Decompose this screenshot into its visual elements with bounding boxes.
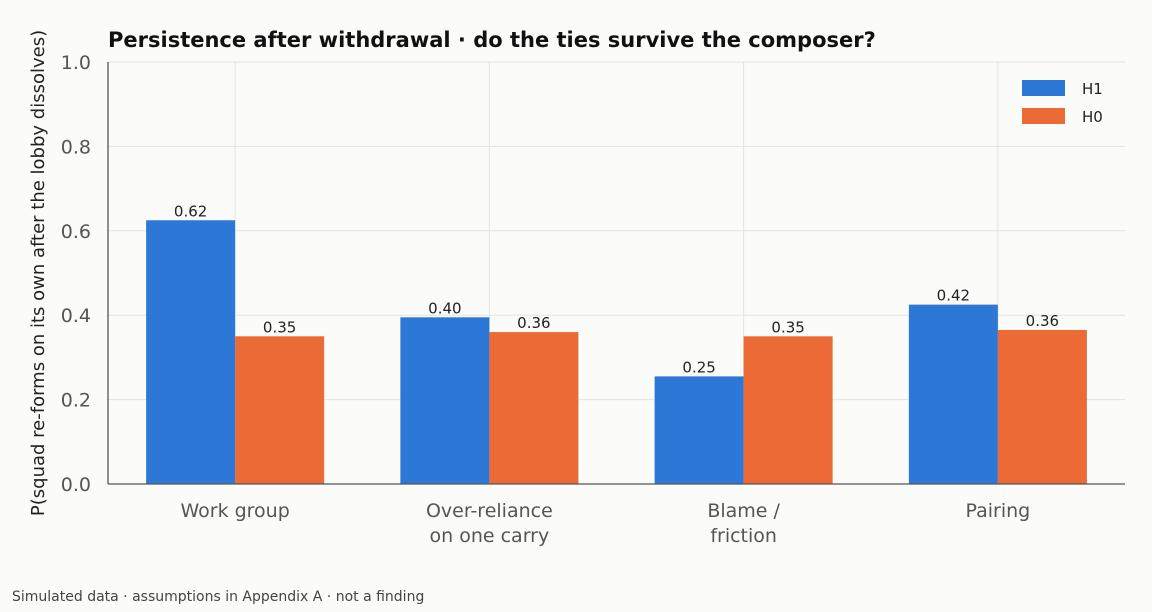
y-tick-label: 1.0 (61, 52, 91, 74)
legend-swatch-h1 (1022, 80, 1065, 96)
data-label: 0.40 (428, 299, 461, 317)
y-tick-label: 0.0 (61, 474, 91, 496)
bar-h1 (146, 220, 236, 484)
x-tick-label: Work group (180, 500, 289, 522)
x-tick-label: friction (710, 525, 777, 547)
bar-h0 (235, 336, 325, 484)
bars (146, 220, 1087, 484)
bar-h0 (489, 332, 579, 484)
y-tick-label: 0.4 (61, 305, 91, 327)
footnote: Simulated data · assumptions in Appendix… (12, 589, 424, 605)
data-label: 0.25 (682, 358, 715, 376)
data-label: 0.35 (263, 318, 296, 336)
data-labels: 0.62 0.35 0.40 0.36 0.25 0.35 0.42 0.36 (174, 202, 1059, 376)
x-tick-label: Over-reliance (426, 500, 553, 522)
data-label: 0.35 (771, 318, 804, 336)
x-tick-label: on one carry (430, 525, 550, 547)
y-tick-label: 0.8 (61, 136, 91, 158)
data-label: 0.36 (517, 314, 550, 332)
x-tick-label: Pairing (966, 500, 1031, 522)
bar-h1 (400, 317, 490, 484)
data-label: 0.36 (1026, 312, 1059, 330)
y-tick-label: 0.2 (61, 390, 91, 412)
bar-h1 (908, 304, 998, 484)
data-label: 0.62 (174, 202, 207, 220)
bar-h1 (654, 376, 744, 484)
chart-title: Persistence after withdrawal · do the ti… (108, 28, 876, 52)
x-tick-label: Blame / (707, 500, 780, 522)
axes: 0.0 0.2 0.4 0.6 0.8 1.0 Work group Over-relianc… (61, 52, 1125, 547)
bar-h0 (743, 336, 833, 484)
data-label: 0.42 (937, 287, 970, 305)
bar-h0 (997, 329, 1087, 484)
y-tick-label: 0.6 (61, 221, 91, 243)
legend: H1 H0 (1022, 80, 1103, 126)
y-axis-label: P(squad re-forms on its own after the lo… (28, 30, 49, 516)
legend-swatch-h0 (1022, 108, 1065, 124)
legend-label: H1 (1082, 80, 1103, 98)
legend-label: H0 (1082, 108, 1103, 126)
